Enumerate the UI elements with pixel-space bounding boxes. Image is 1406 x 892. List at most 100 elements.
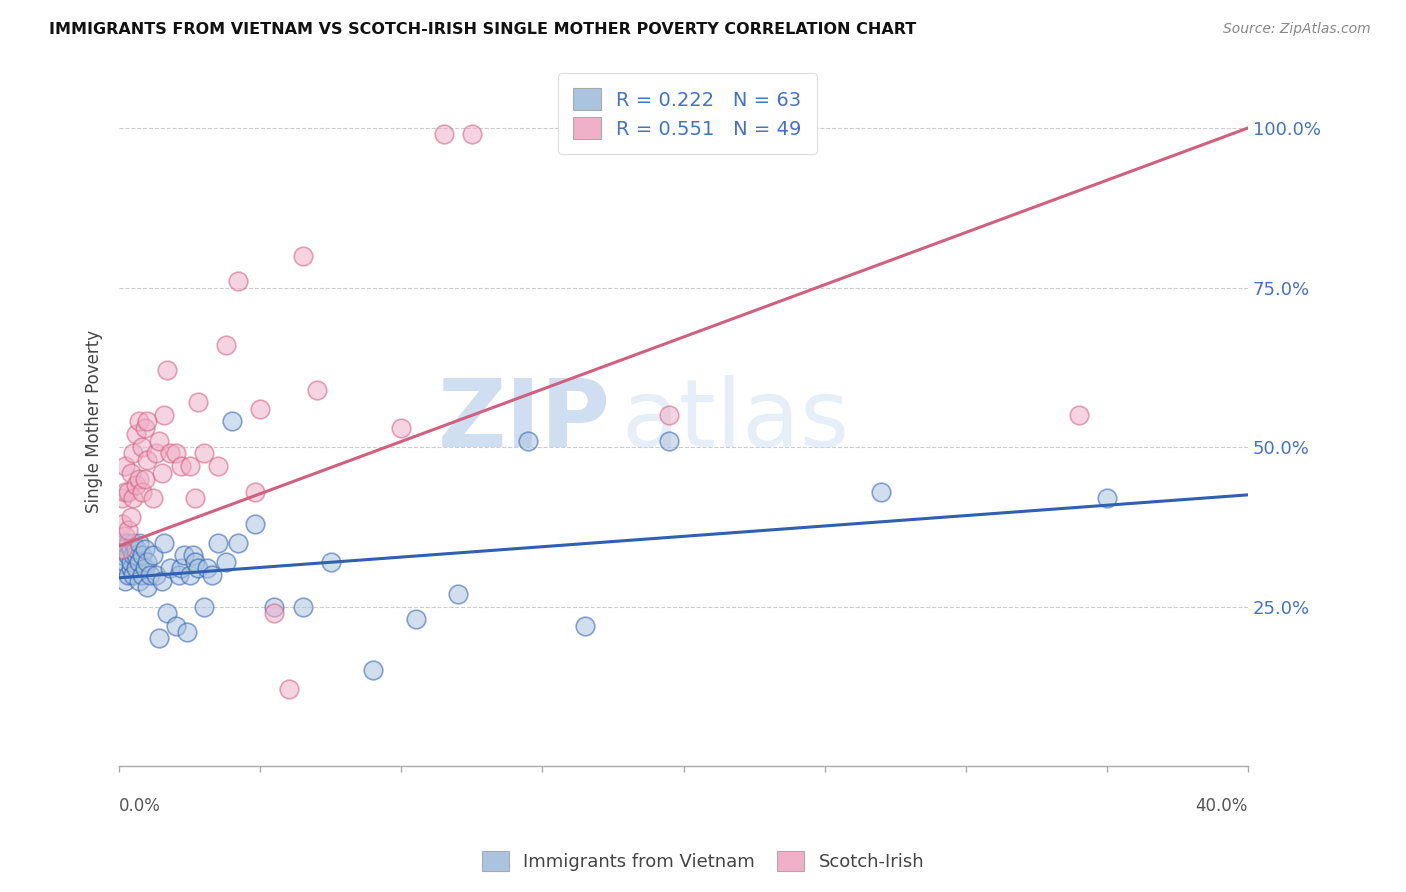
Point: [447, 587, 470, 601]
Point: [117, 549, 139, 563]
Point: [128, 472, 150, 486]
Point: [125, 478, 148, 492]
Point: [263, 606, 285, 620]
Point: [125, 549, 148, 563]
Point: [1095, 491, 1118, 505]
Point: [156, 363, 179, 377]
Legend: R = 0.222   N = 63, R = 0.551   N = 49: R = 0.222 N = 63, R = 0.551 N = 49: [558, 73, 817, 154]
Point: [122, 549, 145, 563]
Point: [120, 510, 142, 524]
Point: [181, 549, 204, 563]
Point: [226, 274, 249, 288]
Point: [461, 128, 484, 142]
Legend: Immigrants from Vietnam, Scotch-Irish: Immigrants from Vietnam, Scotch-Irish: [475, 844, 931, 879]
Point: [179, 459, 201, 474]
Point: [263, 599, 285, 614]
Point: [391, 421, 413, 435]
Point: [207, 459, 229, 474]
Point: [142, 549, 165, 563]
Point: [139, 567, 162, 582]
Point: [136, 415, 159, 429]
Point: [134, 472, 156, 486]
Point: [159, 446, 181, 460]
Point: [134, 421, 156, 435]
Point: [125, 561, 148, 575]
Point: [125, 427, 148, 442]
Point: [165, 446, 187, 460]
Point: [361, 663, 384, 677]
Point: [277, 682, 299, 697]
Point: [111, 542, 134, 557]
Point: [193, 446, 215, 460]
Point: [148, 434, 170, 448]
Point: [117, 535, 139, 549]
Point: [114, 529, 136, 543]
Point: [319, 555, 342, 569]
Point: [170, 459, 193, 474]
Text: 0.0%: 0.0%: [120, 797, 162, 814]
Point: [658, 408, 681, 422]
Point: [249, 401, 271, 416]
Point: [153, 535, 176, 549]
Point: [128, 555, 150, 569]
Point: [134, 542, 156, 557]
Point: [176, 625, 198, 640]
Point: [195, 561, 218, 575]
Point: [111, 542, 134, 557]
Point: [405, 612, 427, 626]
Point: [120, 561, 142, 575]
Text: atlas: atlas: [621, 376, 849, 467]
Point: [136, 452, 159, 467]
Point: [167, 567, 190, 582]
Point: [131, 440, 153, 454]
Point: [114, 574, 136, 588]
Point: [111, 516, 134, 531]
Point: [128, 574, 150, 588]
Point: [111, 491, 134, 505]
Point: [114, 535, 136, 549]
Point: [159, 561, 181, 575]
Point: [136, 555, 159, 569]
Point: [201, 567, 224, 582]
Point: [136, 580, 159, 594]
Y-axis label: Single Mother Poverty: Single Mother Poverty: [86, 330, 103, 513]
Point: [114, 459, 136, 474]
Point: [243, 516, 266, 531]
Point: [142, 491, 165, 505]
Point: [145, 446, 167, 460]
Point: [120, 555, 142, 569]
Point: [153, 408, 176, 422]
Point: [215, 338, 238, 352]
Point: [122, 491, 145, 505]
Point: [187, 395, 209, 409]
Point: [658, 434, 681, 448]
Point: [184, 555, 207, 569]
Point: [111, 549, 134, 563]
Point: [156, 606, 179, 620]
Point: [517, 434, 540, 448]
Point: [128, 535, 150, 549]
Point: [117, 523, 139, 537]
Point: [122, 535, 145, 549]
Point: [170, 561, 193, 575]
Point: [226, 535, 249, 549]
Point: [131, 567, 153, 582]
Point: [117, 567, 139, 582]
Point: [114, 484, 136, 499]
Point: [131, 549, 153, 563]
Point: [291, 249, 314, 263]
Point: [122, 567, 145, 582]
Point: [148, 632, 170, 646]
Point: [120, 466, 142, 480]
Point: [574, 618, 596, 632]
Point: [150, 574, 173, 588]
Point: [131, 484, 153, 499]
Point: [165, 618, 187, 632]
Point: [291, 599, 314, 614]
Point: [221, 415, 243, 429]
Point: [128, 415, 150, 429]
Point: [243, 484, 266, 499]
Point: [870, 484, 893, 499]
Point: [179, 567, 201, 582]
Text: Source: ZipAtlas.com: Source: ZipAtlas.com: [1223, 22, 1371, 37]
